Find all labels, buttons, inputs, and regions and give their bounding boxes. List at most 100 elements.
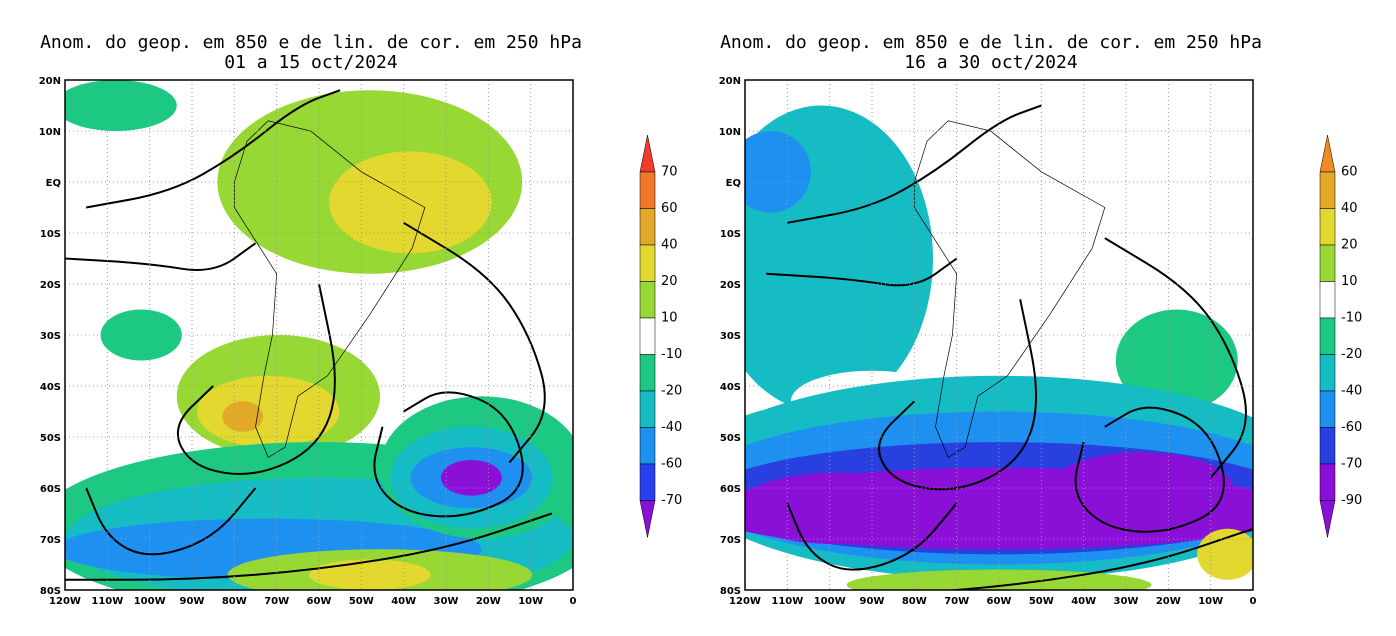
- lat-label: 20N: [39, 76, 61, 87]
- colorbar-label: -20: [1341, 347, 1362, 362]
- lon-label: 100W: [134, 596, 166, 607]
- lon-label: 40W: [1071, 596, 1096, 607]
- streamline: [1104, 237, 1247, 479]
- anomaly-area: [197, 375, 340, 448]
- colorbar-label: -10: [661, 347, 682, 362]
- colorbar-box: [639, 354, 656, 392]
- colorbar-label: 20: [1341, 238, 1358, 253]
- streamline: [85, 487, 257, 556]
- colorbar-label: 40: [661, 238, 678, 253]
- lat-label: 40S: [720, 382, 741, 393]
- streamline: [766, 257, 958, 287]
- lat-label: EQ: [46, 178, 61, 189]
- map-frame: [64, 79, 574, 591]
- colorbar-label: -40: [661, 420, 682, 435]
- colorbar-box: [639, 317, 656, 355]
- map-title: Anom. do geop. em 850 e de lin. de cor. …: [40, 32, 582, 53]
- lat-label: 50S: [720, 433, 741, 444]
- lat-label: 30S: [40, 331, 61, 342]
- lon-label: 60W: [987, 596, 1012, 607]
- lat-label: 20S: [40, 280, 61, 291]
- lon-label: 0: [570, 596, 577, 607]
- lat-label: 60S: [720, 484, 741, 495]
- lat-label: 60S: [40, 484, 61, 495]
- anomaly-area: [1115, 309, 1238, 412]
- lon-label: 20W: [476, 596, 501, 607]
- colorbar-label: -60: [1341, 420, 1362, 435]
- streamline: [1074, 406, 1225, 533]
- lon-label: 80W: [222, 596, 247, 607]
- lon-label: 0: [1250, 596, 1257, 607]
- map-subtitle: 16 a 30 oct/2024: [904, 52, 1077, 73]
- lat-label: 70S: [720, 535, 741, 546]
- colorbar-box: [1319, 171, 1336, 209]
- colorbar-label: 60: [661, 201, 678, 216]
- lat-label: 80S: [720, 586, 741, 597]
- anomaly-area: [65, 80, 177, 131]
- colorbar-label: -70: [1341, 457, 1362, 472]
- anomaly-area: [1197, 528, 1253, 580]
- lon-label: 110W: [91, 596, 123, 607]
- anomaly-area: [745, 131, 812, 213]
- streamline: [65, 242, 257, 271]
- lat-label: 50S: [40, 433, 61, 444]
- lon-label: 110W: [771, 596, 803, 607]
- colorbar-box: [1319, 390, 1336, 428]
- map-frame: [744, 79, 1254, 591]
- anomaly-area: [222, 401, 264, 432]
- lon-label: 120W: [729, 596, 761, 607]
- streamline: [65, 512, 553, 581]
- streamline: [787, 104, 1042, 224]
- colorbar-label: -40: [1341, 384, 1362, 399]
- lon-label: 70W: [944, 596, 969, 607]
- lon-label: 40W: [391, 596, 416, 607]
- streamline: [85, 89, 341, 209]
- lon-label: 80W: [902, 596, 927, 607]
- colorbar-box: [639, 281, 656, 319]
- colorbar-box: [1319, 354, 1336, 392]
- streamline: [373, 391, 524, 518]
- colorbar-box: [1319, 281, 1336, 319]
- lat-label: 30S: [720, 331, 741, 342]
- colorbar-box: [639, 244, 656, 282]
- anomaly-area: [329, 151, 492, 254]
- lat-label: 40S: [40, 382, 61, 393]
- colorbar-box: [639, 171, 656, 209]
- anomaly-area: [308, 559, 431, 590]
- colorbar-label: -70: [661, 493, 682, 508]
- lat-label: 20N: [719, 76, 741, 87]
- lon-label: 10W: [1198, 596, 1223, 607]
- colorbar-cap: [639, 134, 656, 173]
- lat-label: 10S: [720, 229, 741, 240]
- colorbar-label: 70: [661, 165, 678, 180]
- colorbar-cap: [639, 500, 656, 538]
- lat-label: EQ: [726, 178, 741, 189]
- lat-label: 70S: [40, 535, 61, 546]
- colorbar-label: -20: [661, 384, 682, 399]
- colorbar-label: 10: [661, 311, 678, 326]
- anomaly-area: [745, 105, 933, 412]
- lon-label: 90W: [180, 596, 205, 607]
- colorbar-box: [1319, 463, 1336, 501]
- lat-label: 10N: [719, 127, 741, 138]
- colorbar-box: [639, 208, 656, 246]
- lon-label: 20W: [1156, 596, 1181, 607]
- lon-label: 50W: [1029, 596, 1054, 607]
- lon-label: 120W: [49, 596, 81, 607]
- lon-label: 90W: [860, 596, 885, 607]
- map-panel: Anom. do geop. em 850 e de lin. de cor. …: [719, 32, 1363, 607]
- colorbar-label: 40: [1341, 201, 1358, 216]
- lat-label: 80S: [40, 586, 61, 597]
- anomaly-area: [745, 472, 939, 545]
- lat-label: 10N: [39, 127, 61, 138]
- map-field: [65, 80, 573, 590]
- colorbar-label: 10: [1341, 274, 1358, 289]
- lat-label: 10S: [40, 229, 61, 240]
- anomaly-area: [846, 569, 1152, 590]
- colorbar-label: 60: [1341, 165, 1358, 180]
- map-panel: Anom. do geop. em 850 e de lin. de cor. …: [39, 32, 683, 607]
- colorbar-label: -10: [1341, 311, 1362, 326]
- colorbar-box: [639, 463, 656, 501]
- lon-label: 30W: [434, 596, 459, 607]
